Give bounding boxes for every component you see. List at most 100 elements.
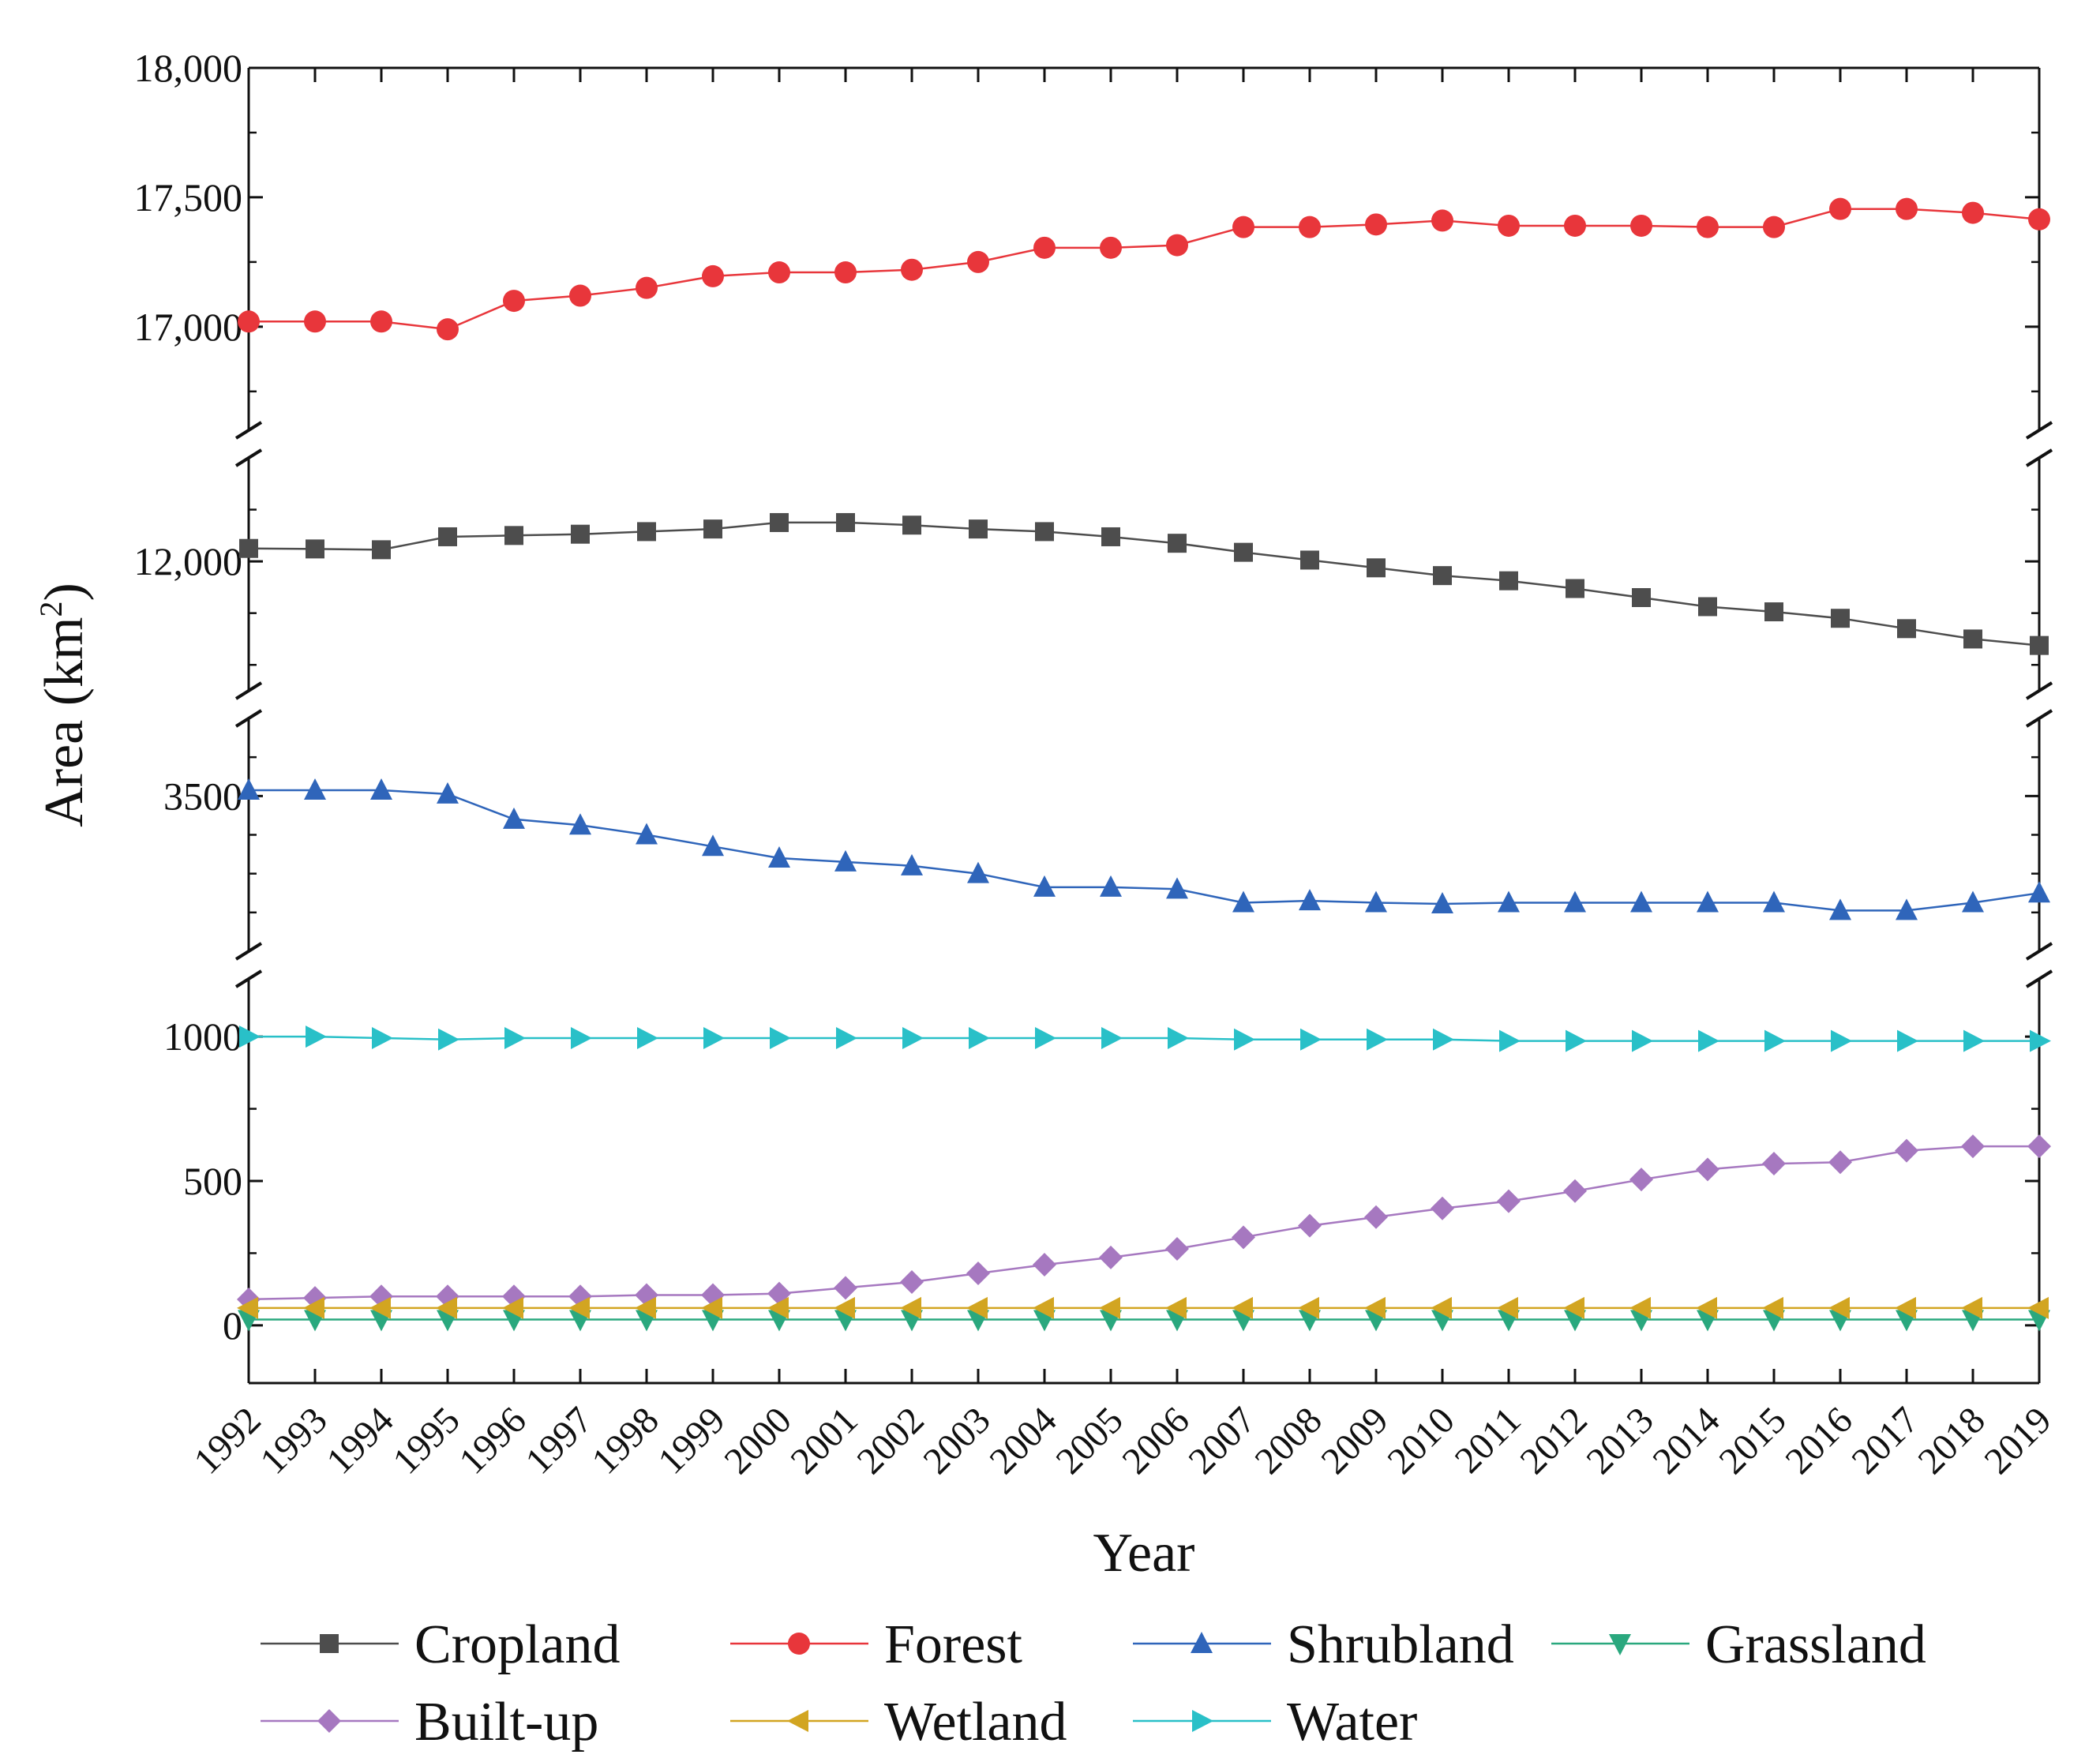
series-built-up: [237, 1134, 2051, 1311]
data-point-shrubland: [1697, 890, 1719, 913]
data-point-forest: [1299, 216, 1321, 238]
data-point-cropland: [1566, 579, 1584, 598]
series-line-water: [249, 1035, 2039, 1042]
data-point-shrubland: [304, 778, 326, 800]
data-point-forest: [1564, 214, 1586, 237]
data-point-forest: [1100, 236, 1122, 259]
data-point-water: [1632, 1029, 1653, 1052]
x-tick-label: 2000: [716, 1399, 799, 1482]
legend-label: Cropland: [414, 1614, 621, 1675]
axis-break-mark: [2025, 421, 2053, 440]
x-tick-label: 2008: [1247, 1399, 1329, 1482]
data-point-forest: [1498, 214, 1520, 237]
data-point-water: [372, 1026, 393, 1049]
data-point-cropland: [372, 540, 391, 560]
series-line-shrubland: [249, 789, 2040, 912]
y-tick-label: 17,500: [134, 175, 243, 219]
series-shrubland: [238, 778, 2050, 920]
data-point-cropland: [1035, 522, 1054, 542]
data-point-forest: [238, 310, 260, 333]
x-tick-label: 2002: [849, 1399, 932, 1482]
data-point-cropland: [1632, 588, 1651, 607]
data-point-cropland: [1963, 629, 1982, 649]
legend-marker: [788, 1633, 810, 1655]
data-point-shrubland: [1033, 875, 1056, 897]
data-point-cropland: [1764, 602, 1783, 622]
data-point-cropland: [969, 519, 988, 539]
data-point-water: [1300, 1028, 1322, 1051]
data-point-built-up: [1099, 1245, 1123, 1269]
data-point-forest: [1896, 197, 1918, 220]
series-line-built-up: [248, 1145, 2039, 1301]
x-tick-label: 2012: [1512, 1399, 1595, 1482]
data-point-cropland: [902, 515, 921, 535]
axis-break-mark: [234, 942, 263, 961]
y-axis-title-close: ): [34, 583, 95, 601]
data-point-shrubland: [1829, 898, 1851, 920]
plot-area: 17,000 17,500 18,000 12,000 3500 0 500 1000: [134, 46, 2053, 1383]
data-point-wetland: [502, 1296, 523, 1319]
legend-marker: [1191, 1632, 1213, 1653]
y-axis-title-main: Area (km: [34, 617, 95, 827]
y-axis-title: Area (km2): [33, 583, 95, 827]
data-point-wetland: [966, 1296, 988, 1319]
data-point-shrubland: [2028, 881, 2050, 903]
x-tick-label: 2009: [1313, 1399, 1396, 1482]
x-tick-label: 2016: [1777, 1399, 1860, 1482]
x-tick-label: 2015: [1711, 1399, 1794, 1482]
legend-marker: [320, 1634, 339, 1653]
series-layer: [237, 197, 2051, 1332]
data-point-wetland: [635, 1296, 656, 1319]
data-point-forest: [503, 290, 525, 313]
data-point-wetland: [1165, 1296, 1187, 1319]
data-point-built-up: [1895, 1138, 1918, 1163]
data-point-forest: [967, 250, 989, 273]
y-tick-label: 17,000: [134, 305, 243, 349]
data-point-shrubland: [1232, 890, 1254, 913]
data-point-forest: [1630, 214, 1652, 237]
data-point-forest: [768, 261, 790, 284]
x-tick-label: 2019: [1976, 1399, 2059, 1482]
x-tick-label: 2014: [1644, 1399, 1727, 1482]
axis-break-mark: [2025, 448, 2053, 467]
data-point-shrubland: [1763, 890, 1785, 913]
data-point-cropland: [1499, 571, 1518, 590]
series-line-forest: [249, 208, 2040, 331]
data-point-built-up: [1762, 1152, 1786, 1176]
data-point-water: [1963, 1029, 1985, 1052]
data-point-wetland: [1563, 1296, 1584, 1319]
data-point-wetland: [436, 1296, 457, 1319]
data-point-shrubland: [1896, 898, 1918, 920]
data-point-wetland: [1629, 1296, 1651, 1319]
data-point-cropland: [1831, 609, 1850, 628]
data-point-wetland: [303, 1296, 324, 1319]
data-point-water: [2030, 1029, 2051, 1052]
data-point-water: [504, 1026, 526, 1049]
data-point-cropland: [239, 538, 258, 558]
x-tick-label: 2010: [1379, 1399, 1462, 1482]
data-point-built-up: [834, 1276, 857, 1300]
data-point-wetland: [1828, 1296, 1850, 1319]
series-wetland: [237, 1296, 2049, 1319]
y-tick-label: 0: [223, 1303, 242, 1348]
data-point-cropland: [1367, 558, 1386, 578]
data-point-cropland: [770, 512, 789, 532]
data-point-cropland: [1300, 550, 1319, 570]
data-point-forest: [370, 310, 392, 333]
data-point-cropland: [1897, 619, 1916, 639]
data-point-shrubland: [1564, 890, 1586, 913]
data-point-built-up: [1033, 1253, 1056, 1277]
data-point-built-up: [1431, 1196, 1454, 1220]
legend-item-shrubland: Shrubland: [1133, 1614, 1514, 1675]
legend-label: Grassland: [1705, 1614, 1926, 1675]
data-point-wetland: [1364, 1296, 1386, 1319]
data-point-water: [1035, 1026, 1056, 1049]
data-point-forest: [834, 261, 857, 284]
data-point-cropland: [1433, 566, 1452, 586]
x-tick-label: 1995: [384, 1399, 467, 1482]
axis-break-mark: [2025, 681, 2053, 700]
data-point-shrubland: [1630, 890, 1652, 913]
y-tick-label: 3500: [163, 774, 242, 818]
data-point-water: [969, 1026, 990, 1049]
legend-item-cropland: Cropland: [261, 1614, 621, 1675]
